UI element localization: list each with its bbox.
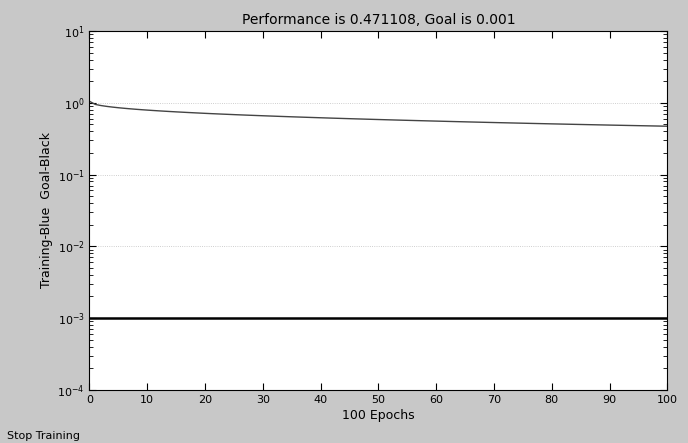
X-axis label: 100 Epochs: 100 Epochs <box>342 409 415 422</box>
Text: Stop Training: Stop Training <box>7 431 80 441</box>
Y-axis label: Training-Blue  Goal-Black: Training-Blue Goal-Black <box>40 132 53 288</box>
Title: Performance is 0.471108, Goal is 0.001: Performance is 0.471108, Goal is 0.001 <box>241 13 515 27</box>
